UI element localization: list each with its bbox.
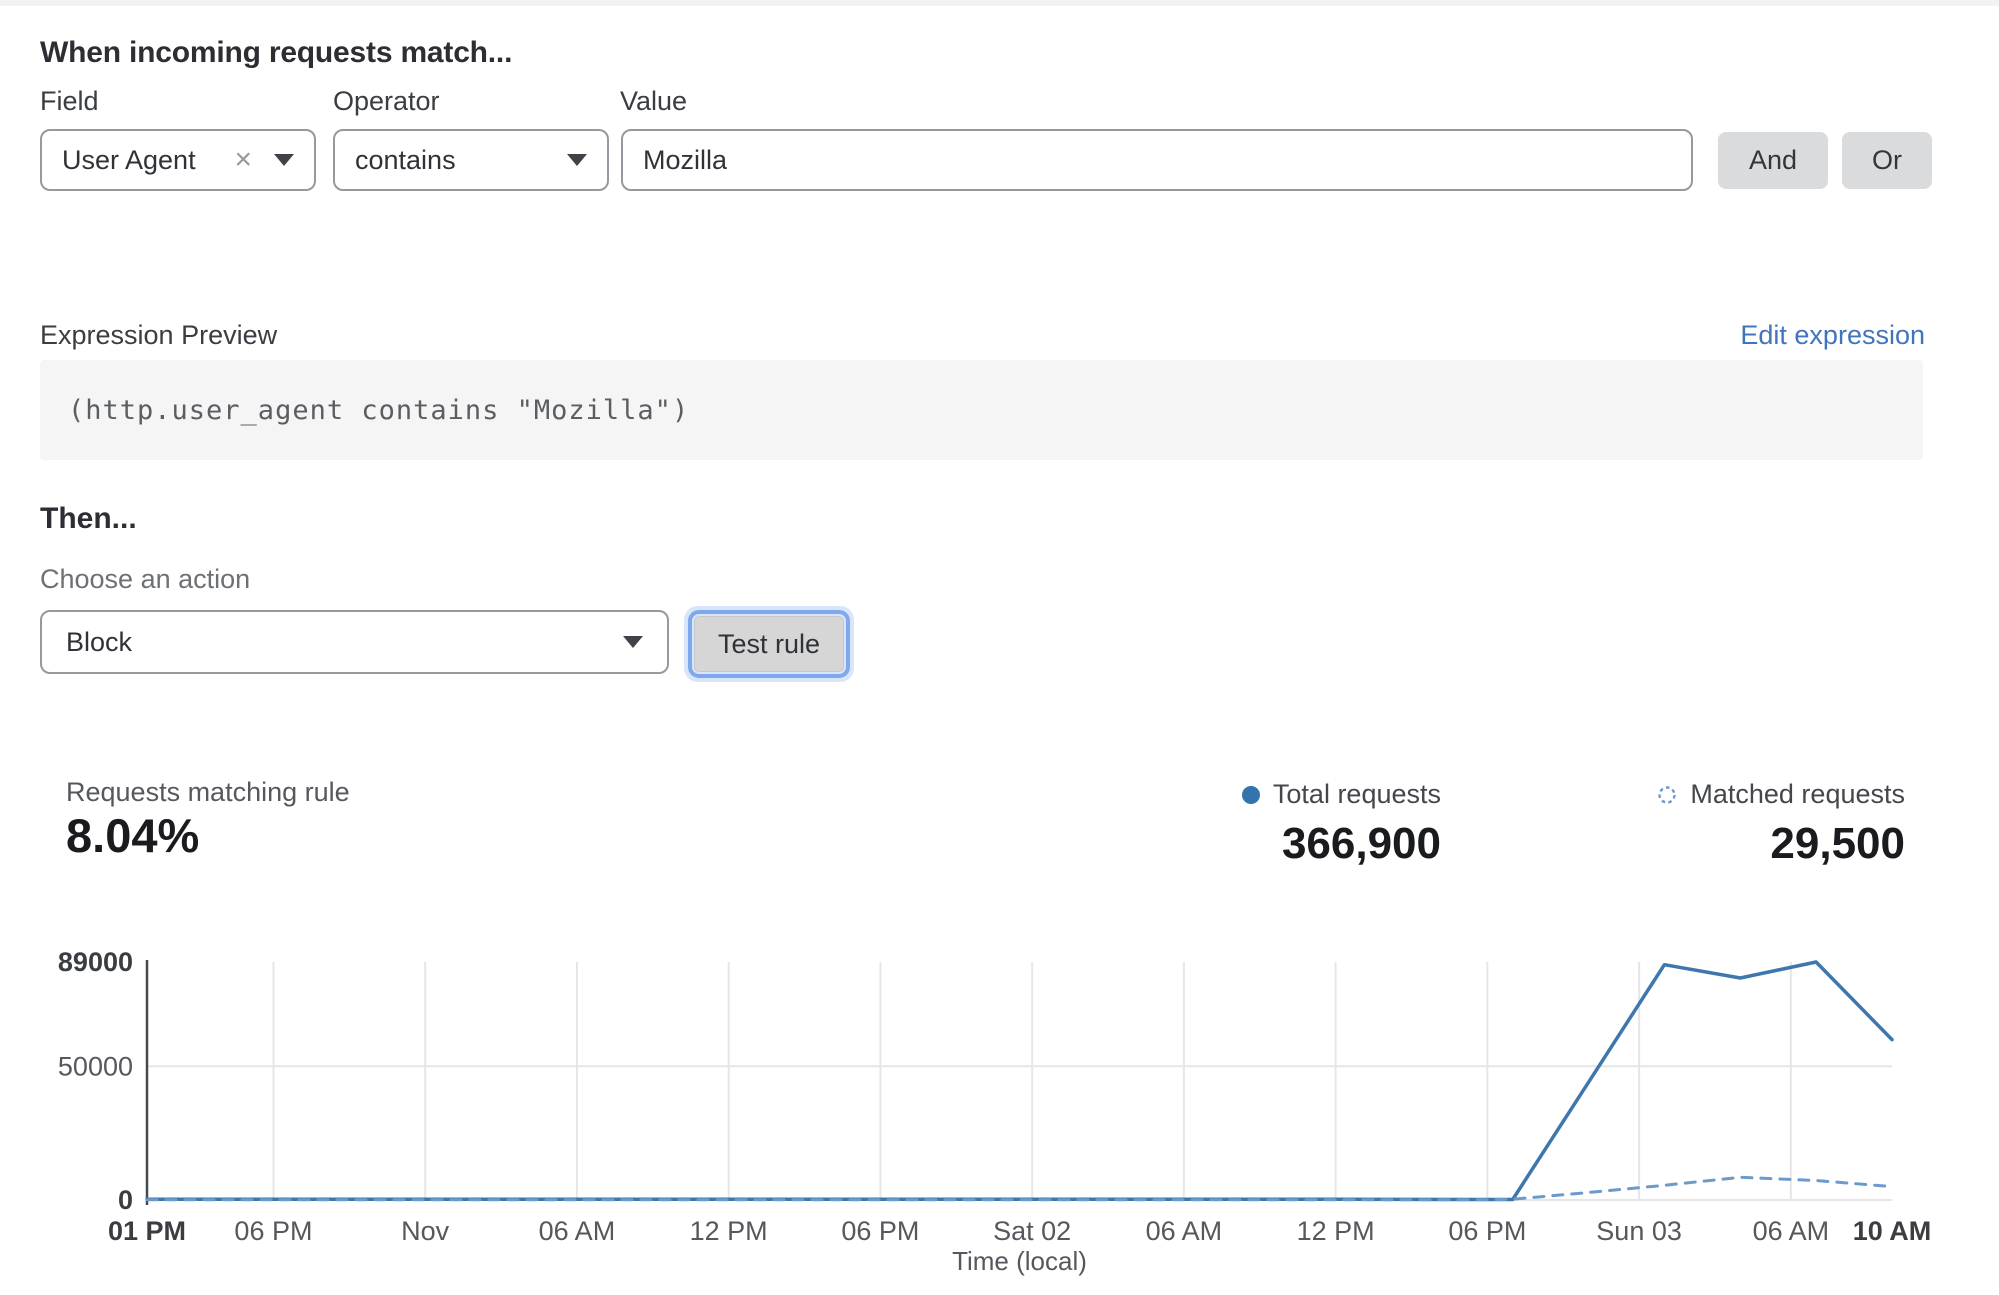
chart-x-tick-label: 06 PM [1448, 1216, 1526, 1246]
operator-label: Operator [333, 86, 440, 116]
test-rule-button[interactable]: Test rule [688, 610, 850, 678]
action-select[interactable]: Block [40, 610, 669, 674]
matched-requests-label: Matched requests [1690, 779, 1905, 809]
then-heading: Then... [40, 502, 137, 535]
chart-y-tick-label: 0 [118, 1185, 133, 1215]
chart-x-tick-label: Sat 02 [993, 1216, 1071, 1246]
top-divider [0, 0, 1999, 6]
value-label: Value [620, 86, 688, 116]
chart-x-tick-label: 06 AM [539, 1216, 616, 1246]
chart-series-solid [145, 960, 1894, 1202]
total-requests-value: 366,900 [1281, 819, 1441, 868]
chevron-down-icon [567, 154, 587, 166]
requests-matching-label: Requests matching rule [66, 777, 350, 807]
chart-series-dashed [145, 1175, 1894, 1202]
total-requests-label: Total requests [1272, 779, 1441, 809]
chart-y-tick-label: 89000 [58, 947, 133, 977]
operator-select[interactable]: contains [333, 129, 609, 191]
action-select-value: Block [66, 626, 133, 657]
expression-preview-label: Expression Preview [40, 320, 278, 350]
expression-code: (http.user_agent contains "Mozilla") [68, 394, 690, 426]
clear-field-icon[interactable]: × [234, 143, 252, 176]
total-requests-dot-icon [1241, 785, 1260, 804]
chevron-down-icon [274, 154, 294, 166]
matched-requests-dashed-circle-icon [1658, 785, 1677, 804]
legend-total-requests: Total requests 366,900 [1241, 779, 1441, 869]
value-input[interactable] [621, 129, 1693, 191]
legend-matched-requests: Matched requests 29,500 [1657, 779, 1905, 869]
chevron-down-icon [623, 636, 643, 648]
chart-x-tick-label: 12 PM [1297, 1216, 1375, 1246]
field-select-value: User Agent [62, 144, 196, 175]
chart-x-tick-label: Sun 03 [1596, 1216, 1682, 1246]
page-title: When incoming requests match... [40, 36, 513, 70]
field-select[interactable]: User Agent × [40, 129, 316, 191]
chart-x-tick-label: 06 PM [841, 1216, 919, 1246]
matched-requests-value: 29,500 [1770, 819, 1905, 868]
operator-select-value: contains [355, 144, 456, 175]
chart-x-tick-label: 01 PM [108, 1216, 186, 1246]
expression-preview-box: (http.user_agent contains "Mozilla") [40, 360, 1923, 460]
requests-chart-svg: 0 50000 89000 01 PM 06 PM Nov 06 AM 12 PM 06 PM S… [58, 947, 1932, 1276]
chart-y-tick-label: 50000 [58, 1051, 133, 1081]
or-button[interactable]: Or [1842, 132, 1932, 189]
chart-x-tick-label: 10 AM [1853, 1216, 1932, 1246]
chart-x-axis-title: Time (local) [952, 1246, 1087, 1276]
chart-x-tick-label: Nov [401, 1216, 450, 1246]
and-button[interactable]: And [1718, 132, 1828, 189]
choose-action-label: Choose an action [40, 564, 251, 594]
chart-x-tick-label: 06 AM [1753, 1216, 1830, 1246]
chart-x-tick-label: 06 AM [1146, 1216, 1223, 1246]
requests-matching-value: 8.04% [66, 809, 200, 862]
chart-x-tick-label: 12 PM [690, 1216, 768, 1246]
edit-expression-link[interactable]: Edit expression [1740, 320, 1925, 350]
requests-chart: 0 50000 89000 01 PM 06 PM Nov 06 AM 12 PM 06 PM S… [0, 930, 1999, 1295]
field-label: Field [40, 86, 99, 116]
chart-x-tick-label: 06 PM [234, 1216, 312, 1246]
